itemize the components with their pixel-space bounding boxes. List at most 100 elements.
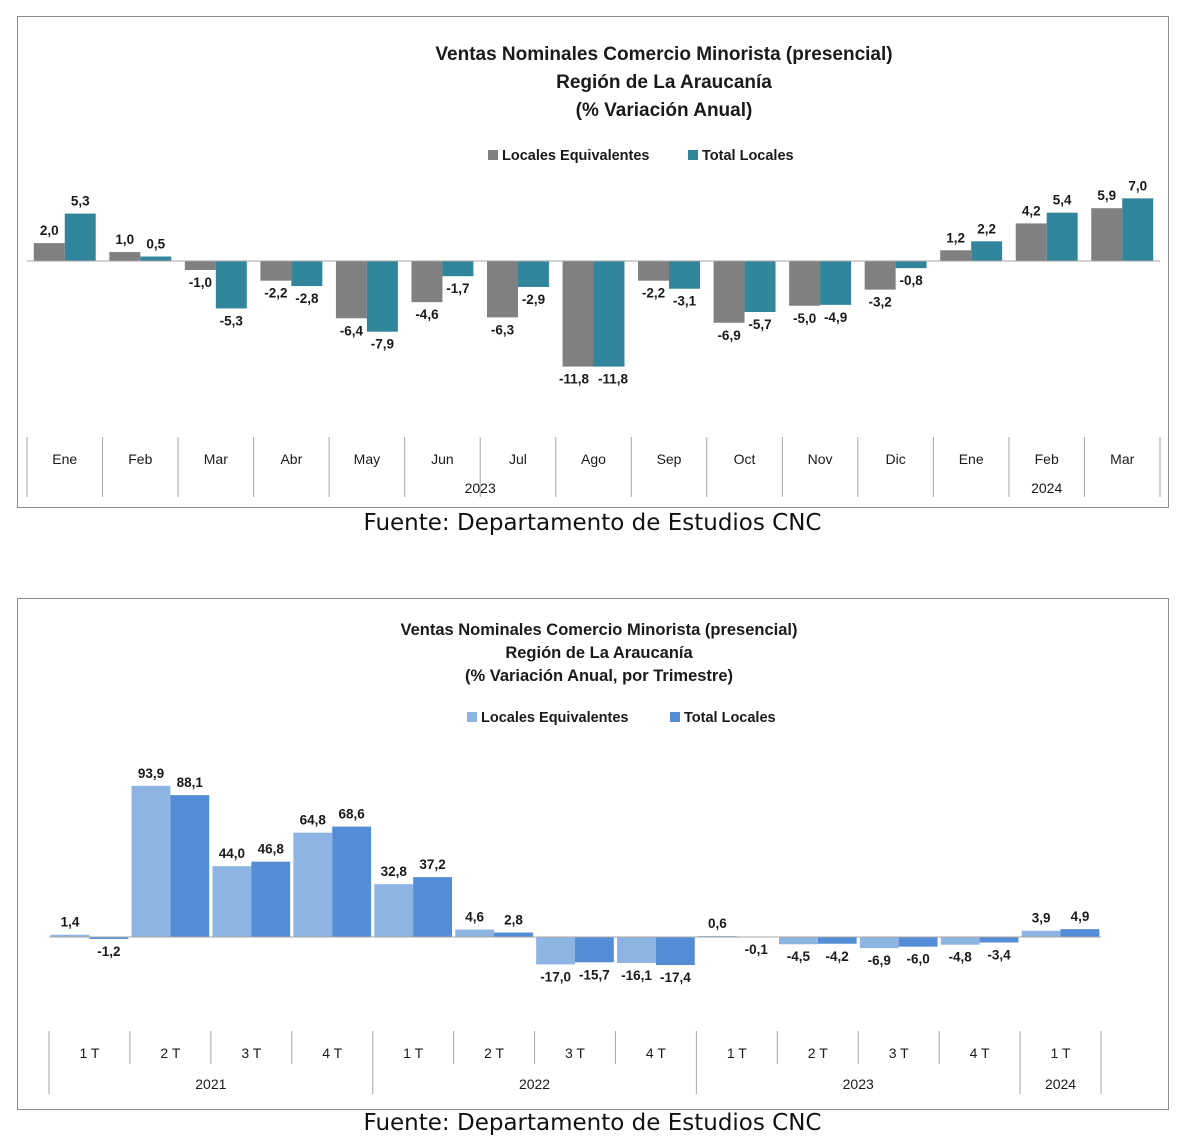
chart-title-line: Ventas Nominales Comercio Minorista (pre… (435, 44, 892, 65)
data-label: 93,9 (138, 766, 164, 781)
category-tick-label: Nov (808, 451, 833, 467)
bar (617, 937, 656, 963)
bar (50, 934, 90, 937)
group-tick-label: 2024 (1031, 480, 1062, 496)
data-label: -6,9 (717, 328, 740, 343)
bar (789, 261, 821, 306)
category-tick-label: Jun (431, 451, 454, 467)
data-label: -1,7 (446, 281, 469, 296)
category-tick-label: Ene (52, 451, 77, 467)
data-label: 46,8 (258, 842, 285, 857)
category-tick-label: Oct (734, 451, 756, 467)
data-label: -3,1 (673, 294, 697, 309)
data-label: 1,2 (946, 230, 965, 245)
bar (332, 826, 372, 937)
data-label: -3,2 (869, 295, 892, 310)
data-label: 7,0 (1128, 178, 1147, 193)
category-tick-label: 4 T (646, 1045, 666, 1061)
source-note-1: Fuente: Departamento de Estudios CNC (363, 510, 822, 536)
data-label: 0,5 (146, 237, 165, 252)
category-tick-label: 3 T (241, 1045, 261, 1061)
category-tick-label: 1 T (403, 1045, 423, 1061)
category-tick-label: 3 T (889, 1045, 909, 1061)
monthly-chart-panel: Ventas Nominales Comercio Minorista (pre… (17, 16, 1169, 508)
bar (1122, 198, 1154, 261)
bar (335, 261, 367, 319)
category-tick-label: 1 T (79, 1045, 99, 1061)
bar (170, 795, 210, 937)
bar (817, 937, 857, 944)
data-label: -4,5 (787, 949, 811, 964)
data-label: 4,6 (465, 910, 484, 925)
data-label: -11,8 (559, 372, 590, 387)
bar (1046, 212, 1078, 261)
data-label: 88,1 (177, 775, 204, 790)
data-label: 4,2 (1022, 203, 1041, 218)
data-label: -4,9 (824, 310, 847, 325)
legend-label: Locales Equivalentes (502, 148, 649, 164)
data-label: -6,0 (906, 952, 929, 967)
data-label: -4,8 (949, 950, 973, 965)
category-tick-label: Mar (204, 451, 228, 467)
category-tick-label: Ene (959, 451, 984, 467)
bar (33, 243, 65, 261)
source-note-2: Fuente: Departamento de Estudios CNC (363, 1110, 822, 1136)
data-label: -5,3 (220, 313, 244, 328)
category-tick-label: 4 T (970, 1045, 990, 1061)
quarterly-chart-panel: Ventas Nominales Comercio Minorista (pre… (17, 598, 1169, 1110)
quarterly-sales-chart: Ventas Nominales Comercio Minorista (pre… (48, 621, 1102, 1094)
bar (291, 261, 323, 287)
data-label: 64,8 (300, 813, 327, 828)
bar (778, 937, 818, 945)
data-label: -2,8 (295, 291, 319, 306)
data-label: 2,2 (977, 221, 996, 236)
category-tick-label: 3 T (565, 1045, 585, 1061)
bar (593, 261, 625, 367)
legend-swatch (670, 712, 680, 722)
chart-title-line: (% Variación Anual) (576, 100, 753, 121)
data-label: -6,9 (868, 953, 891, 968)
data-label: 4,9 (1071, 909, 1090, 924)
data-label: 32,8 (381, 864, 408, 879)
bar (366, 261, 398, 332)
bar (260, 261, 292, 281)
bar (940, 250, 972, 261)
bar (1091, 208, 1123, 261)
bar (1060, 929, 1100, 937)
data-label: -2,2 (642, 286, 665, 301)
bar (215, 261, 247, 309)
data-label: 37,2 (419, 857, 445, 872)
chart-title-line: Ventas Nominales Comercio Minorista (pre… (400, 621, 797, 639)
group-tick-label: 2021 (195, 1076, 226, 1092)
category-tick-label: 1 T (1051, 1045, 1071, 1061)
chart-title-line: (% Variación Anual, por Trimestre) (465, 667, 733, 685)
bar (820, 261, 852, 305)
data-label: 2,8 (504, 912, 523, 927)
category-tick-label: 2 T (484, 1045, 504, 1061)
data-label: -17,4 (660, 970, 691, 985)
category-tick-label: Feb (1035, 451, 1059, 467)
data-label: -5,7 (748, 317, 771, 332)
legend-swatch (467, 712, 477, 722)
data-label: -4,6 (415, 307, 439, 322)
data-label: -16,1 (621, 968, 652, 983)
legend-label: Total Locales (684, 710, 776, 726)
data-label: 1,0 (115, 232, 134, 247)
data-label: -7,9 (371, 337, 394, 352)
bar (655, 937, 695, 966)
data-label: -15,7 (579, 967, 610, 982)
chart-title-line: Región de La Araucanía (556, 72, 772, 93)
category-tick-label: 2 T (808, 1045, 828, 1061)
data-label: -6,4 (340, 323, 364, 338)
data-label: 0,6 (708, 916, 727, 931)
data-label: -0,1 (745, 942, 769, 957)
bar (971, 241, 1003, 261)
bar (64, 213, 96, 261)
bar (455, 929, 495, 937)
bar (898, 937, 938, 947)
chart-title-line: Región de La Araucanía (505, 644, 693, 662)
group-tick-label: 2023 (465, 480, 496, 496)
monthly-sales-chart: Ventas Nominales Comercio Minorista (pre… (26, 44, 1161, 497)
bar (940, 937, 980, 945)
bar (184, 261, 216, 270)
